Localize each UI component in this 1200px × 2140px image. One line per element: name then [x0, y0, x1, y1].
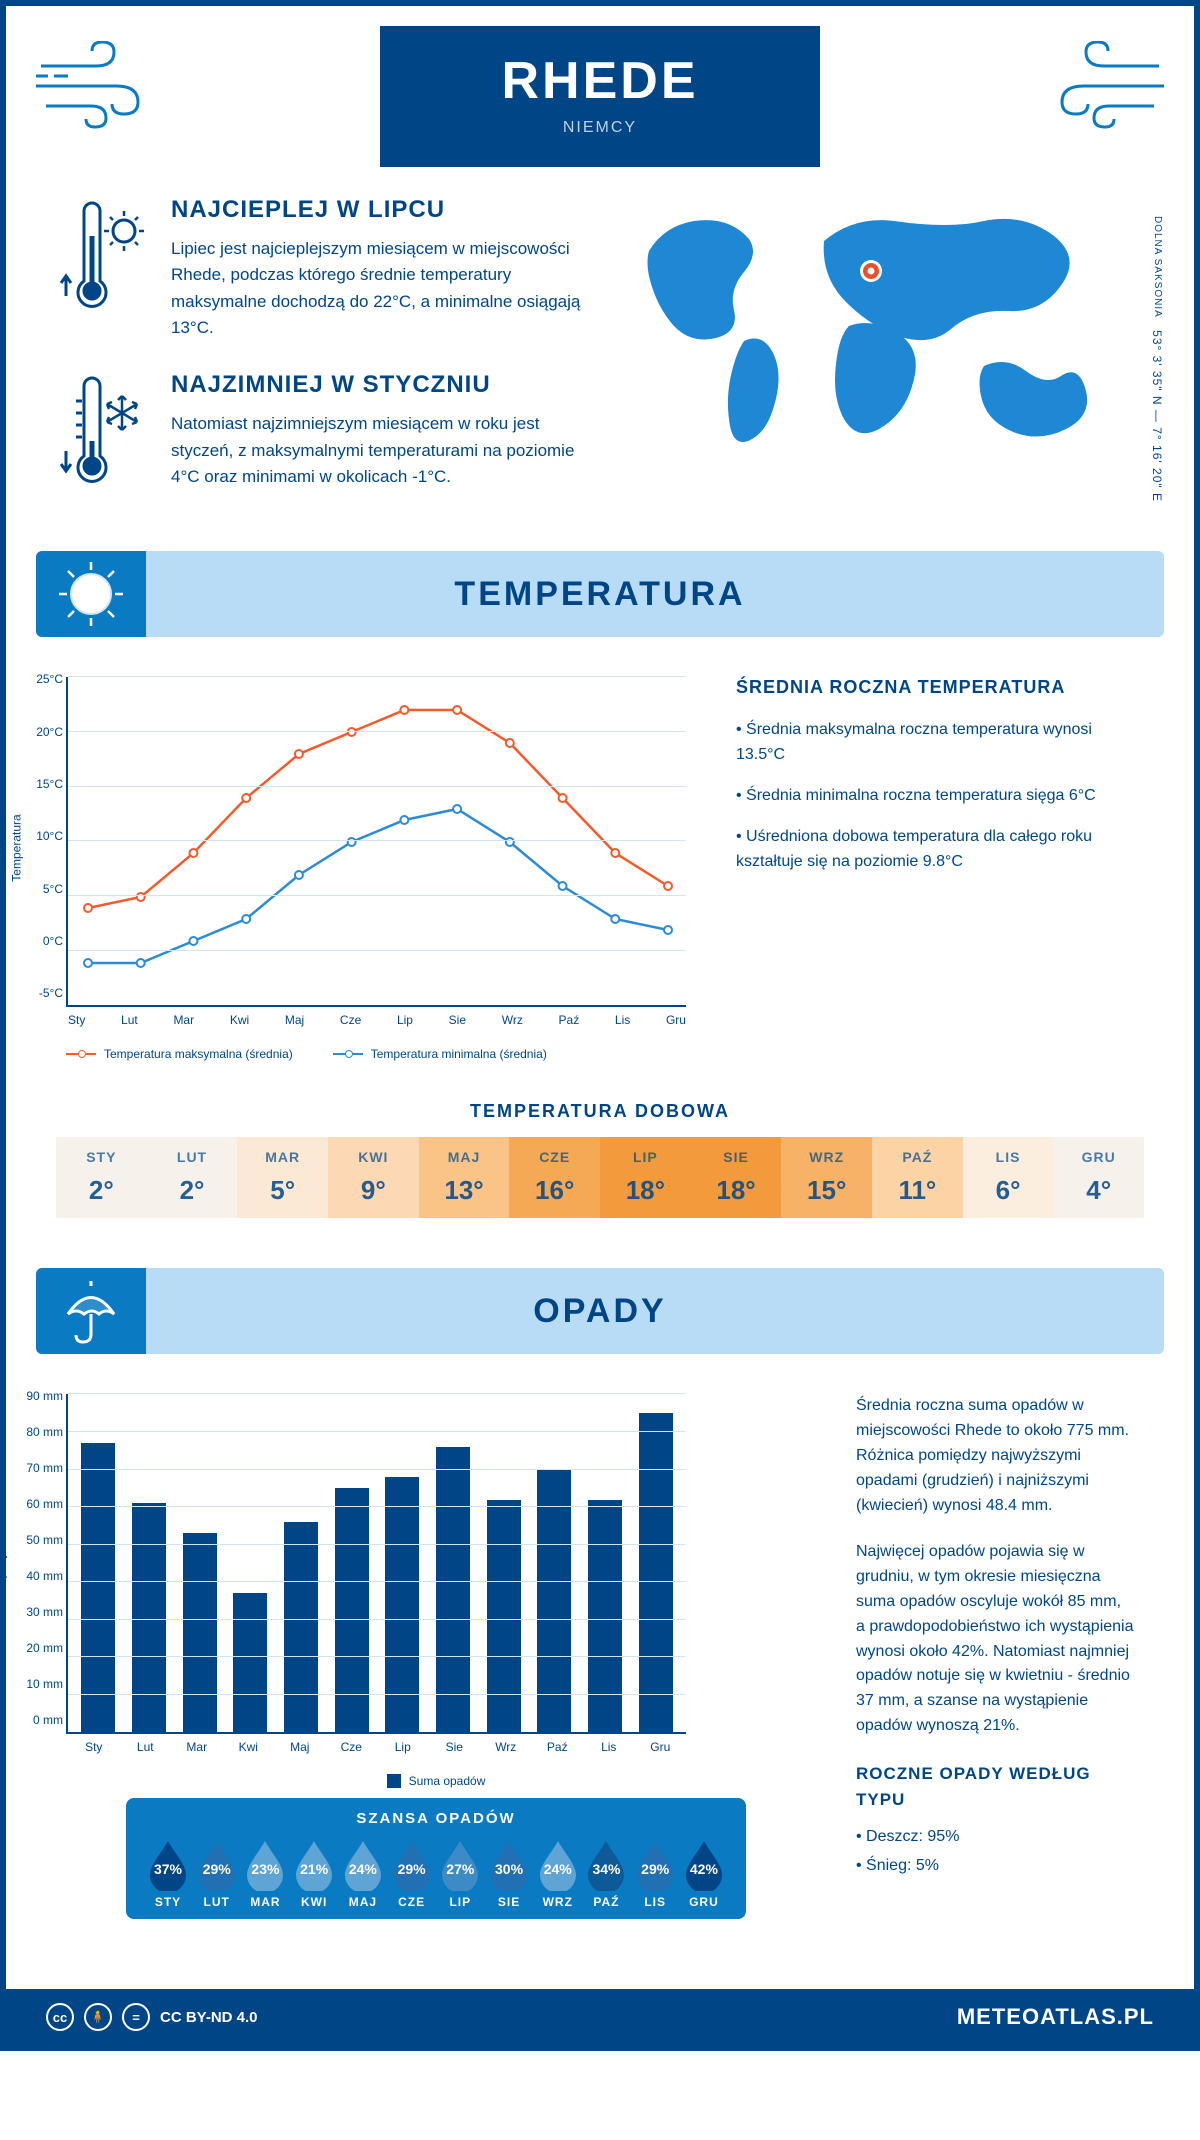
annual-title: ŚREDNIA ROCZNA TEMPERATURA: [736, 677, 1134, 698]
coldest-title: NAJZIMNIEJ W STYCZNIU: [171, 371, 584, 399]
chance-drop: 34%PAŹ: [584, 1837, 628, 1909]
temperature-header: TEMPERATURA: [36, 551, 1164, 637]
chance-drop: 23%MAR: [243, 1837, 287, 1909]
by-icon: 🧍: [84, 2003, 112, 2031]
wind-icon: [1024, 41, 1164, 131]
daily-temp-title: TEMPERATURA DOBOWA: [6, 1101, 1194, 1122]
warmest-fact: NAJCIEPLEJ W LIPCU Lipiec jest najcieple…: [56, 196, 584, 341]
precipitation-title: OPADY: [533, 1292, 666, 1331]
coldest-text: Natomiast najzimniejszym miesiącem w rok…: [171, 411, 584, 490]
country-name: NIEMCY: [380, 119, 820, 137]
annual-temperature: ŚREDNIA ROCZNA TEMPERATURA • Średnia mak…: [736, 677, 1134, 1061]
daily-cell: SIE18°: [691, 1137, 782, 1218]
license: cc 🧍 = CC BY-ND 4.0: [46, 2003, 258, 2031]
wind-icon: [36, 41, 176, 131]
chance-drop: 21%KWI: [292, 1837, 336, 1909]
daily-cell: CZE16°: [509, 1137, 600, 1218]
annual-item: • Uśredniona dobowa temperatura dla całe…: [736, 825, 1134, 875]
city-name: RHEDE: [380, 51, 820, 111]
daily-cell: MAJ13°: [419, 1137, 510, 1218]
longitude: 7° 16' 20" E: [1150, 427, 1164, 502]
daily-cell: LIS6°: [963, 1137, 1054, 1218]
bar: [436, 1447, 470, 1732]
thermometer-sun-icon: [56, 196, 146, 316]
title-banner: RHEDE NIEMCY: [380, 26, 820, 167]
map-svg: [624, 196, 1104, 456]
region: DOLNA SAKSONIA: [1152, 216, 1163, 318]
precip-legend-label: Suma opadów: [409, 1774, 486, 1788]
daily-cell: WRZ15°: [781, 1137, 872, 1218]
daily-cell: KWI9°: [328, 1137, 419, 1218]
precip-p1: Średnia roczna suma opadów w miejscowośc…: [856, 1394, 1134, 1518]
chance-title: SZANSA OPADÓW: [146, 1810, 726, 1827]
chance-drop: 27%LIP: [438, 1837, 482, 1909]
precip-by-type-title: ROCZNE OPADY WEDŁUG TYPU: [856, 1761, 1134, 1814]
temperature-chart: Temperatura 25°C20°C15°C10°C5°C0°C-5°C S…: [66, 677, 686, 1061]
bar: [588, 1500, 622, 1733]
annual-item: • Średnia minimalna roczna temperatura s…: [736, 784, 1134, 809]
world-map: DOLNA SAKSONIA 53° 3' 35" N — 7° 16' 20"…: [624, 196, 1144, 521]
annual-item: • Średnia maksymalna roczna temperatura …: [736, 718, 1134, 768]
legend-max: Temperatura maksymalna (średnia): [104, 1047, 293, 1061]
thermometer-snow-icon: [56, 371, 146, 491]
chance-drop: 29%LUT: [195, 1837, 239, 1909]
warmest-title: NAJCIEPLEJ W LIPCU: [171, 196, 584, 224]
chance-drop: 29%LIS: [633, 1837, 677, 1909]
daily-cell: GRU4°: [1053, 1137, 1144, 1218]
bar: [487, 1500, 521, 1733]
site-name: METEOATLAS.PL: [957, 2004, 1154, 2030]
daily-cell: LUT2°: [147, 1137, 238, 1218]
license-text: CC BY-ND 4.0: [160, 2009, 258, 2026]
chance-drop: 30%SIE: [487, 1837, 531, 1909]
temperature-title: TEMPERATURA: [454, 575, 745, 614]
daily-cell: LIP18°: [600, 1137, 691, 1218]
precipitation-chart: Opady 90 mm80 mm70 mm60 mm50 mm40 mm30 m…: [66, 1394, 806, 1939]
chance-drop: 37%STY: [146, 1837, 190, 1909]
latitude: 53° 3' 35" N: [1150, 330, 1164, 405]
precipitation-header: OPADY: [36, 1268, 1164, 1354]
sun-icon: [56, 559, 126, 629]
bar: [233, 1593, 267, 1732]
daily-cell: STY2°: [56, 1137, 147, 1218]
bar: [284, 1522, 318, 1732]
precipitation-description: Średnia roczna suma opadów w miejscowośc…: [856, 1394, 1134, 1939]
chance-drop: 24%WRZ: [536, 1837, 580, 1909]
bar: [183, 1533, 217, 1732]
temp-legend: Temperatura maksymalna (średnia) Tempera…: [66, 1047, 686, 1061]
bar: [335, 1488, 369, 1732]
chance-drop: 42%GRU: [682, 1837, 726, 1909]
daily-cell: MAR5°: [237, 1137, 328, 1218]
coldest-fact: NAJZIMNIEJ W STYCZNIU Natomiast najzimni…: [56, 371, 584, 491]
cc-icon: cc: [46, 2003, 74, 2031]
legend-min: Temperatura minimalna (średnia): [371, 1047, 547, 1061]
precip-legend: Suma opadów: [66, 1774, 806, 1788]
bytype-item: • Deszcz: 95%: [856, 1823, 1134, 1852]
daily-cell: PAŹ11°: [872, 1137, 963, 1218]
chance-of-precip: SZANSA OPADÓW 37%STY29%LUT23%MAR21%KWI24…: [126, 1798, 746, 1919]
footer: cc 🧍 = CC BY-ND 4.0 METEOATLAS.PL: [6, 1989, 1194, 2045]
facts-section: NAJCIEPLEJ W LIPCU Lipiec jest najcieple…: [6, 186, 1194, 551]
chance-drop: 29%CZE: [390, 1837, 434, 1909]
warmest-text: Lipiec jest najcieplejszym miesiącem w m…: [171, 236, 584, 341]
nd-icon: =: [122, 2003, 150, 2031]
bytype-item: • Śnieg: 5%: [856, 1852, 1134, 1881]
precip-p2: Najwięcej opadów pojawia się w grudniu, …: [856, 1540, 1134, 1738]
bar: [639, 1413, 673, 1732]
header: RHEDE NIEMCY: [6, 6, 1194, 186]
chance-drop: 24%MAJ: [341, 1837, 385, 1909]
precip-y-label: Opady: [0, 1553, 8, 1588]
umbrella-icon: [56, 1276, 126, 1346]
daily-temp-table: STY2°LUT2°MAR5°KWI9°MAJ13°CZE16°LIP18°SI…: [56, 1137, 1144, 1218]
page: RHEDE NIEMCY: [0, 0, 1200, 2051]
coordinates: DOLNA SAKSONIA 53° 3' 35" N — 7° 16' 20"…: [1144, 216, 1164, 502]
bar: [81, 1443, 115, 1732]
